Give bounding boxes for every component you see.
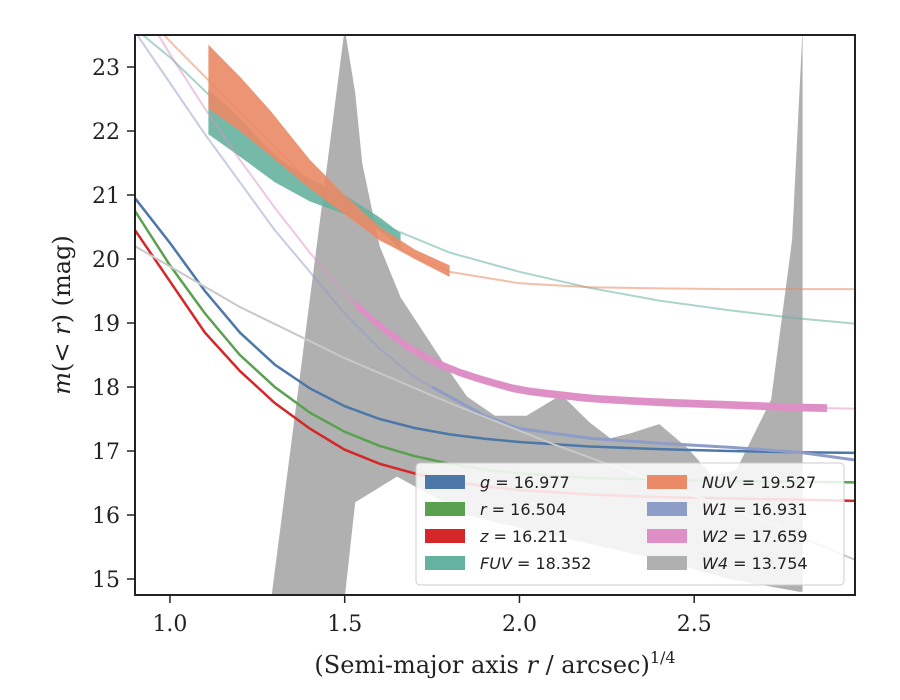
- legend-label-r: r = 16.504: [480, 500, 566, 519]
- x-tick-label: 2.0: [502, 612, 537, 637]
- x-tick-label: 2.5: [677, 612, 712, 637]
- series-g-line: [135, 197, 855, 455]
- x-tick-label: 1.0: [152, 612, 187, 637]
- legend-label-z: z = 16.211: [479, 527, 568, 546]
- legend-swatch-w4: [647, 556, 687, 570]
- legend-swatch-w1: [647, 502, 687, 516]
- legend-swatch-w2: [647, 529, 687, 543]
- x-tick-label: 1.5: [327, 612, 362, 637]
- series-w4-band: [271, 35, 803, 595]
- y-tick-label: 18: [92, 376, 120, 401]
- y-tick-label: 20: [92, 248, 120, 273]
- y-tick-label: 16: [92, 504, 120, 529]
- plot-frame: [134, 34, 856, 596]
- legend-swatch-z: [425, 529, 465, 543]
- legend-swatch-g: [425, 475, 465, 489]
- legend-label-w2: W2 = 17.659: [702, 527, 808, 546]
- series-w1-line: [431, 385, 855, 462]
- legend-swatch-nuv: [647, 475, 687, 489]
- x-axis-label: (Semi-major axis r / arcsec)1/4: [314, 648, 675, 679]
- legend-swatch-fuv: [425, 556, 465, 570]
- y-axis-label: m(< r) (mag): [48, 235, 76, 395]
- y-tick-label: 19: [92, 312, 120, 337]
- series-w2-faint-line: [157, 35, 855, 410]
- y-axis: 15 16 17 18 19 20 21 22 23: [92, 56, 135, 593]
- y-tick-label: 22: [92, 120, 120, 145]
- y-tick-label: 17: [92, 440, 120, 465]
- x-axis: 1.0 1.5 2.0 2.5: [152, 595, 712, 637]
- legend-label-fuv: FUV = 18.352: [480, 554, 591, 573]
- y-tick-label: 21: [92, 184, 120, 209]
- legend-label-w1: W1 = 16.931: [702, 500, 808, 519]
- y-tick-label: 23: [92, 56, 120, 81]
- legend-label-w4: W4 = 13.754: [702, 554, 808, 573]
- legend: g = 16.977 r = 16.504 z = 16.211 FUV = 18.3…: [415, 462, 845, 586]
- legend-box: [415, 462, 845, 586]
- y-tick-label: 15: [92, 568, 120, 593]
- legend-label-g: g = 16.977: [480, 473, 570, 492]
- legend-swatch-r: [425, 502, 465, 516]
- legend-label-nuv: NUV = 19.527: [702, 473, 816, 492]
